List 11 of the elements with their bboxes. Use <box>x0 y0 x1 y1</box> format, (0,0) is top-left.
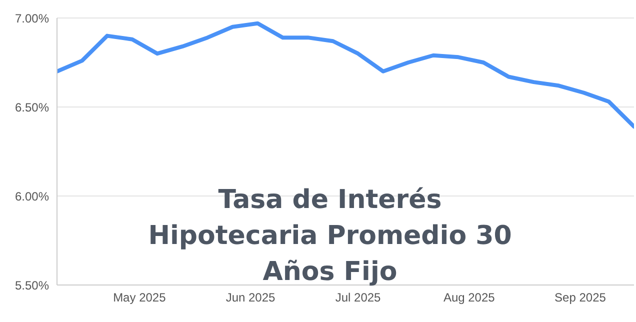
x-tick-label: May 2025 <box>113 290 166 305</box>
x-tick-label: Sep 2025 <box>554 290 606 305</box>
x-tick-label: Aug 2025 <box>443 290 496 305</box>
y-tick-label: 7.00% <box>14 11 50 26</box>
y-tick-label: 6.50% <box>14 100 50 114</box>
y-tick-label: 6.00% <box>14 189 50 204</box>
x-tick-label: Jun 2025 <box>226 290 276 305</box>
text: Tasa de Interés Hipotecaria Promedio 30 Años Fijo <box>147 184 513 289</box>
x-tick-label: Jul 2025 <box>335 290 382 305</box>
line-series <box>57 21 634 129</box>
y-tick-label: 5.50% <box>14 278 50 292</box>
